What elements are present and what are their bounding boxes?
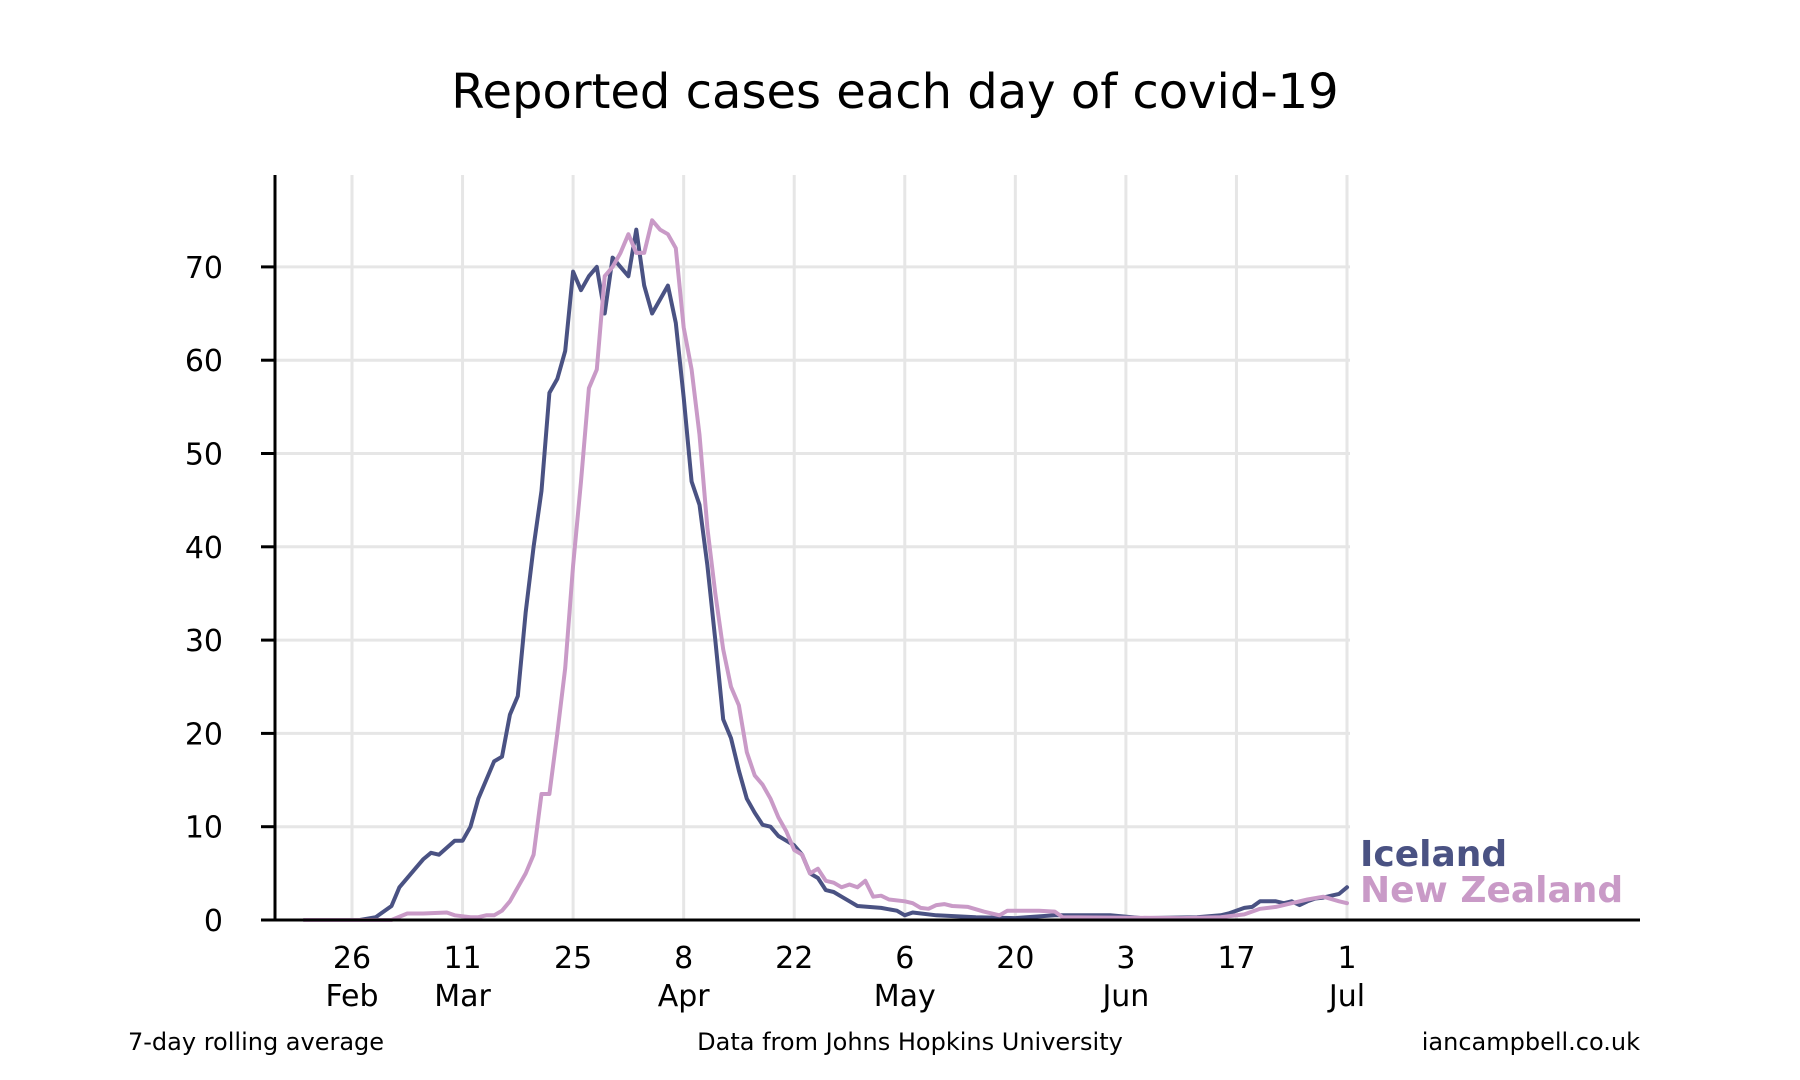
x-tick-month-2020-06-03: Jun <box>1100 979 1149 1014</box>
x-tick-day-2020-04-08: 8 <box>674 941 693 976</box>
x-tick-month-2020-03-11: Mar <box>434 979 491 1014</box>
y-tick-label-40: 40 <box>185 531 223 566</box>
x-tick-month-2020-07-01: Jul <box>1327 979 1365 1014</box>
x-tick-day-2020-04-22: 22 <box>775 941 813 976</box>
x-tick-day-2020-05-06: 6 <box>895 941 914 976</box>
chart-title: Reported cases each day of covid-19 <box>451 64 1338 120</box>
x-tick-day-2020-02-26: 26 <box>333 941 371 976</box>
y-tick-label-30: 30 <box>185 624 223 659</box>
footer-credit: iancampbell.co.uk <box>1422 1028 1640 1056</box>
series-line-new-zealand <box>302 218 1349 922</box>
legend-label-new-zealand: New Zealand <box>1360 870 1623 911</box>
footer-source: Data from Johns Hopkins University <box>697 1028 1123 1056</box>
y-tick-label-70: 70 <box>185 251 223 286</box>
y-tick-label-20: 20 <box>185 717 223 752</box>
x-tick-month-2020-05-06: May <box>874 979 936 1014</box>
x-tick-day-2020-03-25: 25 <box>554 941 592 976</box>
x-tick-day-2020-06-03: 3 <box>1116 941 1135 976</box>
x-tick-month-2020-02-26: Feb <box>325 979 378 1014</box>
y-tick-labels: 0 10 20 30 40 50 60 70 <box>185 251 223 939</box>
x-tick-day-2020-03-11: 11 <box>443 941 481 976</box>
axes <box>261 175 1640 922</box>
gridlines <box>275 175 1350 920</box>
series-line-iceland <box>302 227 1349 922</box>
y-tick-label-10: 10 <box>185 811 223 846</box>
x-tick-day-2020-07-01: 1 <box>1337 941 1356 976</box>
series-lines <box>302 218 1349 922</box>
y-tick-label-0: 0 <box>204 904 223 939</box>
y-tick-label-60: 60 <box>185 344 223 379</box>
x-tick-month-2020-04-08: Apr <box>658 979 711 1014</box>
x-tick-day-2020-06-17: 17 <box>1217 941 1255 976</box>
y-tick-label-50: 50 <box>185 438 223 473</box>
x-tick-day-2020-05-20: 20 <box>996 941 1034 976</box>
footer-note-left: 7-day rolling average <box>128 1028 384 1056</box>
legend-label-iceland: Iceland <box>1360 834 1507 875</box>
